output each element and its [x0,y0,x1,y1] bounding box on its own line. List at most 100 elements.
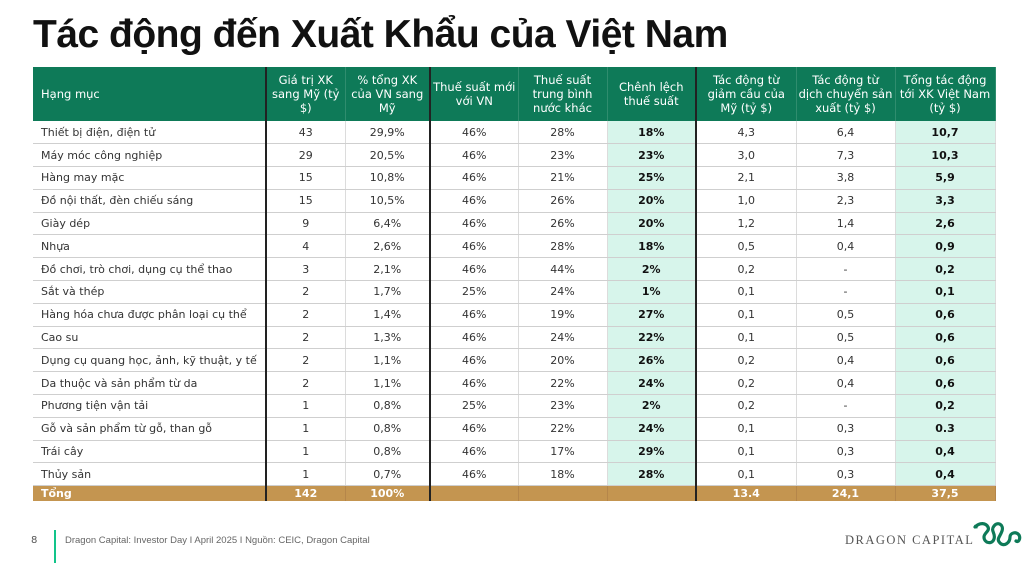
value-cell: 1,4 [796,212,896,236]
table-row: Dụng cụ quang học, ảnh, kỹ thuật, y tế 2 1… [33,348,996,373]
footer-accent-bar [54,530,56,563]
value-cell: 0,8% [345,417,431,441]
value-cell: 15 [266,166,346,190]
category-cell: Nhựa [33,234,267,259]
value-cell: 1 [266,440,346,464]
category-cell: Thủy sản [33,462,267,487]
value-cell: 0,1 [696,280,797,304]
total-row: Tổng 142 100% 13.4 24,1 37,5 [33,485,996,502]
value-cell: 9 [266,212,346,236]
value-cell: 27% [607,303,697,327]
table-row: Hàng hóa chưa được phân loại cụ thể 2 1,4%… [33,303,996,327]
value-cell: 1,1% [345,371,431,396]
total-value [607,485,697,502]
value-cell: 18% [607,121,697,145]
value-cell: 46% [430,234,519,259]
value-cell: 29,9% [345,121,431,145]
value-cell: 19% [518,303,608,327]
value-cell: 18% [607,234,697,259]
header-total-impact: Tổng tác động tới XK Việt Nam (tỷ $) [895,67,996,121]
value-cell: 0,8% [345,394,431,418]
total-value: 100% [345,485,431,502]
value-cell: 46% [430,257,519,282]
value-cell: 0,3 [796,417,896,441]
value-cell: 2 [266,280,346,304]
value-cell: 0,6 [895,326,996,350]
value-cell: 0.3 [895,417,996,441]
value-cell: 15 [266,189,346,213]
category-cell: Sắt và thép [33,280,267,304]
header-category: Hạng mục [33,67,267,121]
category-cell: Máy móc công nghiệp [33,143,267,168]
header-export-share: % tổng XK của VN sang Mỹ [345,67,431,121]
export-impact-table: Hạng mục Giá trị XK sang Mỹ (tỷ $) % tổn… [33,67,996,502]
category-cell: Da thuộc và sản phẩm từ da [33,371,267,396]
value-cell: 0,1 [895,280,996,304]
value-cell: 29 [266,143,346,168]
value-cell: 1,7% [345,280,431,304]
value-cell: 46% [430,121,519,145]
table-row: Cao su 2 1,3% 46% 24% 22% 0,1 0,5 0,6 [33,326,996,350]
value-cell: 2 [266,371,346,396]
category-cell: Hàng hóa chưa được phân loại cụ thể [33,303,267,327]
value-cell: 25% [430,280,519,304]
category-cell: Hàng may mặc [33,166,267,190]
value-cell: 46% [430,462,519,487]
value-cell: 21% [518,166,608,190]
category-cell: Đồ chơi, trò chơi, dụng cụ thể thao [33,257,267,282]
value-cell: 28% [607,462,697,487]
value-cell: 10,5% [345,189,431,213]
page-title: Tác động đến Xuất Khẩu của Việt Nam [33,13,728,56]
total-value [430,485,519,502]
value-cell: - [796,394,896,418]
value-cell: 0,4 [895,440,996,464]
total-label: Tổng [33,485,267,502]
value-cell: 43 [266,121,346,145]
value-cell: 22% [607,326,697,350]
table-row: Sắt và thép 2 1,7% 25% 24% 1% 0,1-0,1 [33,280,996,304]
category-cell: Dụng cụ quang học, ảnh, kỹ thuật, y tế [33,348,267,373]
page-number: 8 [31,535,38,546]
value-cell: 24% [607,417,697,441]
value-cell: 26% [607,348,697,373]
category-cell: Phương tiện vận tải [33,394,267,418]
value-cell: 0,3 [796,440,896,464]
value-cell: 2,1 [696,166,797,190]
value-cell: 0,8% [345,440,431,464]
header-shift-impact: Tác động từ dịch chuyển sản xuất (tỷ $) [796,67,896,121]
table-row: Giày dép 9 6,4% 46% 26% 20% 1,2 1,4 2,6 [33,212,996,236]
value-cell: 2 [266,348,346,373]
category-cell: Gỗ và sản phẩm từ gỗ, than gỗ [33,417,267,441]
table-row: Phương tiện vận tải 1 0,8% 25% 23% 2% 0,2-0,2 [33,394,996,418]
value-cell: 2 [266,303,346,327]
total-value: 142 [266,485,346,502]
header-tariff-gap: Chênh lệch thuế suất [607,67,697,121]
value-cell: 22% [518,417,608,441]
value-cell: 2% [607,394,697,418]
dragon-icon [973,522,1022,547]
table-row: Hàng may mặc 15 10,8% 46% 21% 25% 2,1 3,8 5,9 [33,166,996,190]
value-cell: 28% [518,234,608,259]
value-cell: 1,3% [345,326,431,350]
value-cell: 3,8 [796,166,896,190]
value-cell: 3,3 [895,189,996,213]
value-cell: 2,6% [345,234,431,259]
value-cell: 3,0 [696,143,797,168]
value-cell: 23% [607,143,697,168]
value-cell: 0,1 [696,417,797,441]
value-cell: 0,5 [796,303,896,327]
value-cell: 46% [430,166,519,190]
value-cell: 10,8% [345,166,431,190]
category-cell: Giày dép [33,212,267,236]
value-cell: 0,6 [895,348,996,373]
table-row: Đồ nội thất, đèn chiếu sáng 15 10,5% 46% 26%… [33,189,996,213]
value-cell: 29% [607,440,697,464]
table-row: Nhựa 4 2,6% 46% 28% 18% 0,5 0,4 0,9 [33,234,996,259]
value-cell: 0,1 [696,462,797,487]
total-value: 24,1 [796,485,896,502]
value-cell: 18% [518,462,608,487]
footer-source: Dragon Capital: Investor Day I April 202… [65,535,370,546]
value-cell: - [796,257,896,282]
value-cell: 23% [518,143,608,168]
value-cell: 26% [518,212,608,236]
